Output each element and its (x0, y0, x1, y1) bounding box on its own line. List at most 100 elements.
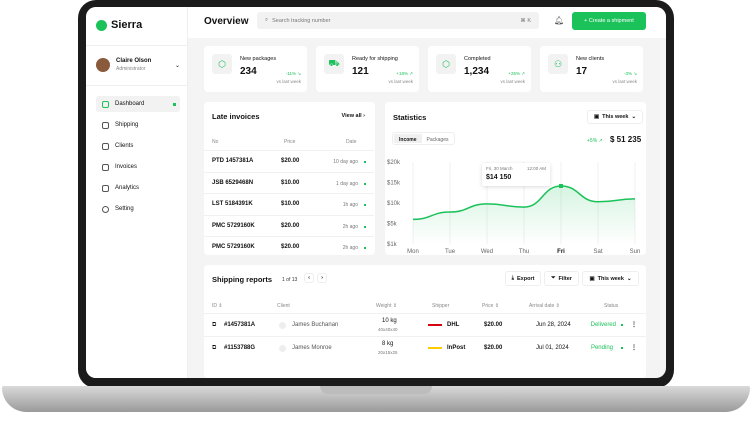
create-shipment-button[interactable]: + Create a shipment (572, 12, 646, 30)
tab-packages[interactable]: Packages (426, 137, 449, 143)
nav-label: Clients (115, 143, 134, 149)
copy-icon[interactable]: ⧉ (212, 345, 217, 351)
search-placeholder: Search tracking number (272, 17, 331, 24)
price: $20.00 (484, 345, 503, 351)
table-row[interactable]: JSB 6529468N $10.00 1 day ago (204, 171, 374, 193)
user-role: Administrator (116, 66, 146, 72)
client-avatar-icon (279, 345, 286, 352)
invoice-price: $20.00 (281, 158, 300, 164)
box-icon (102, 121, 109, 129)
more-icon[interactable]: ⋮ (631, 345, 637, 351)
chevron-right-icon: › (363, 113, 365, 119)
view-all-link[interactable]: View all › (342, 113, 365, 119)
bell-icon[interactable]: 🔔︎ (554, 16, 565, 25)
next-page-button[interactable]: › (317, 273, 327, 283)
x-tick-label: Thu (519, 249, 529, 255)
status-badge: Pending (590, 345, 613, 351)
invoice-no: JSB 6529468N (212, 179, 254, 186)
table-row[interactable]: PTD 1457381A $20.00 10 day ago (204, 150, 374, 171)
period-dropdown[interactable]: ▣ This week ⌄ (582, 271, 639, 286)
data-point[interactable] (485, 202, 489, 206)
inpost-logo-icon (428, 347, 442, 349)
column-header[interactable]: ID ⇕ (212, 303, 223, 309)
nav-label: Dashboard (115, 101, 145, 107)
y-tick-label: $5k (387, 222, 398, 228)
filter-button[interactable]: ⏷ Filter (544, 271, 579, 286)
table-row[interactable]: PMC 5729160K $20.00 2h ago (204, 214, 374, 236)
chart-tooltip: Fri, 30 March 12:00 AM $14 150 (482, 163, 550, 186)
column-header-date: Date (346, 139, 357, 145)
prev-page-button[interactable]: ‹ (304, 273, 314, 283)
area-fill (413, 185, 635, 244)
stat-label: New clients (576, 56, 605, 62)
period-label: This week (602, 114, 629, 120)
logo-icon (96, 19, 107, 31)
period-dropdown[interactable]: ▣ This week ⌄ (587, 110, 643, 124)
x-tick-label: Sun (630, 249, 641, 255)
download-icon: ⤓ (511, 275, 514, 281)
data-point[interactable] (596, 200, 600, 204)
view-all-label: View all (341, 113, 362, 119)
invoice-date: 1h ago (342, 202, 358, 208)
client-avatar-icon (279, 322, 286, 329)
stat-sub: vs last week (612, 79, 637, 84)
sidebar-item-analytics[interactable]: Analytics (96, 180, 180, 196)
filter-icon: ⏷ (551, 275, 556, 281)
stat-card: ⬡ Completed 1,234 +25% ↗ vs last week (428, 46, 531, 92)
column-header[interactable]: Client (277, 303, 290, 309)
invoice-price: $10.00 (281, 179, 300, 186)
stat-change: -3% ↘ (623, 71, 637, 76)
x-tick-label: Mon (407, 249, 419, 255)
brand-name: Sierra (111, 19, 143, 31)
column-header[interactable]: Price ⇕ (482, 303, 499, 309)
arrival-date: Jun 28, 2024 (536, 322, 571, 328)
column-header[interactable]: Shipper (432, 303, 450, 309)
more-icon[interactable]: ⋮ (631, 322, 637, 328)
tab-income[interactable]: Income (394, 134, 422, 143)
stat-sub: vs last week (276, 79, 301, 84)
table-row[interactable]: ⧉ #1457381A James Buchanan 10 kg 40x40x4… (204, 313, 646, 336)
late-invoices-card: Late invoices View all › No Price Date P… (204, 102, 375, 255)
table-row[interactable]: LST 5184391K $10.00 1h ago (204, 193, 374, 214)
table-row[interactable]: PMC 5729160K $20.00 2h ago (204, 236, 374, 257)
invoice-date: 1 day ago (336, 180, 358, 187)
user-menu[interactable]: Claire Olson Administrator ⌄ (96, 58, 180, 72)
copy-icon[interactable]: ⧉ (212, 322, 217, 328)
column-header[interactable]: Arrival date ⇕ (529, 303, 560, 309)
invoice-price: $10.00 (281, 201, 300, 207)
sidebar-item-setting[interactable]: Setting (96, 201, 180, 217)
nav-label: Shipping (115, 122, 139, 128)
total-value: $ 51 235 (610, 135, 642, 144)
stat-value: 1,234 (464, 66, 490, 77)
status-dot (364, 204, 366, 206)
nav-label: Invoices (115, 164, 138, 170)
logo[interactable]: Sierra (96, 19, 142, 31)
stat-change: -11% ↘ (285, 71, 301, 76)
sidebar-item-clients[interactable]: Clients (96, 138, 180, 154)
data-point[interactable] (411, 217, 415, 221)
chevron-down-icon: ⌄ (626, 275, 632, 282)
y-tick-label: $1k (387, 242, 398, 248)
column-header[interactable]: Weight ⇕ (376, 303, 398, 309)
pager-text: 1 of 13 (282, 277, 298, 283)
x-tick-label: Sat (593, 249, 602, 255)
user-name: Claire Olson (116, 58, 152, 64)
table-row[interactable]: ⧉ #1153788G James Monroe 8 kg 20x15x25 I… (204, 336, 646, 359)
data-point[interactable] (522, 205, 526, 209)
export-button[interactable]: ⤓ Export (505, 271, 541, 286)
card-title: Late invoices (212, 112, 260, 121)
search-input[interactable]: ⌕ Search tracking number ⌘ K (257, 12, 539, 29)
shipment-id: #1457381A (224, 322, 256, 328)
sidebar-item-invoices[interactable]: Invoices (96, 159, 180, 175)
data-point[interactable] (633, 197, 637, 201)
sidebar-item-dashboard[interactable]: Dashboard (96, 96, 180, 112)
sidebar-item-shipping[interactable]: Shipping (96, 117, 180, 133)
stat-label: New packages (240, 56, 277, 62)
invoice-no: PTD 1457381A (212, 158, 254, 164)
data-point[interactable] (448, 210, 452, 214)
column-header[interactable]: Status (604, 303, 619, 309)
data-point[interactable] (559, 183, 563, 188)
statistics-card: Statistics ▣ This week ⌄ Income Packages +… (385, 102, 646, 255)
period-label: This week (597, 275, 624, 282)
invoice-no: PMC 5729160K (212, 244, 255, 250)
